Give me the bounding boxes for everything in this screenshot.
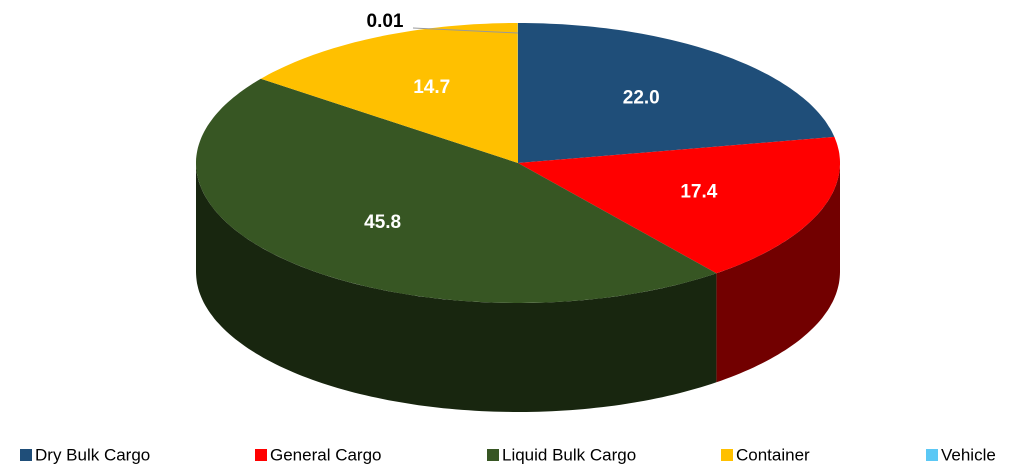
data-label: 22.0: [623, 87, 660, 108]
data-label: 14.7: [413, 77, 450, 98]
legend-swatch: [20, 449, 32, 461]
slice: [518, 23, 835, 163]
slice-side: [716, 163, 840, 383]
slice: [260, 23, 518, 163]
legend-label: General Cargo: [270, 445, 382, 464]
slice: [518, 136, 840, 274]
data-label: 0.01: [367, 11, 404, 32]
legend-swatch: [721, 449, 733, 461]
data-label: 17.4: [680, 182, 717, 203]
leader-line: [412, 27, 518, 34]
slice: [196, 78, 717, 303]
legend-label: Dry Bulk Cargo: [35, 445, 150, 464]
data-label: 45.8: [364, 212, 401, 233]
legend-label: Liquid Bulk Cargo: [502, 445, 636, 464]
legend-swatch: [926, 449, 938, 461]
legend-swatch: [255, 449, 267, 461]
slice-side: [196, 163, 717, 412]
legend-swatch: [487, 449, 499, 461]
legend-label: Vehicle: [941, 445, 996, 464]
legend-label: Container: [736, 445, 810, 464]
